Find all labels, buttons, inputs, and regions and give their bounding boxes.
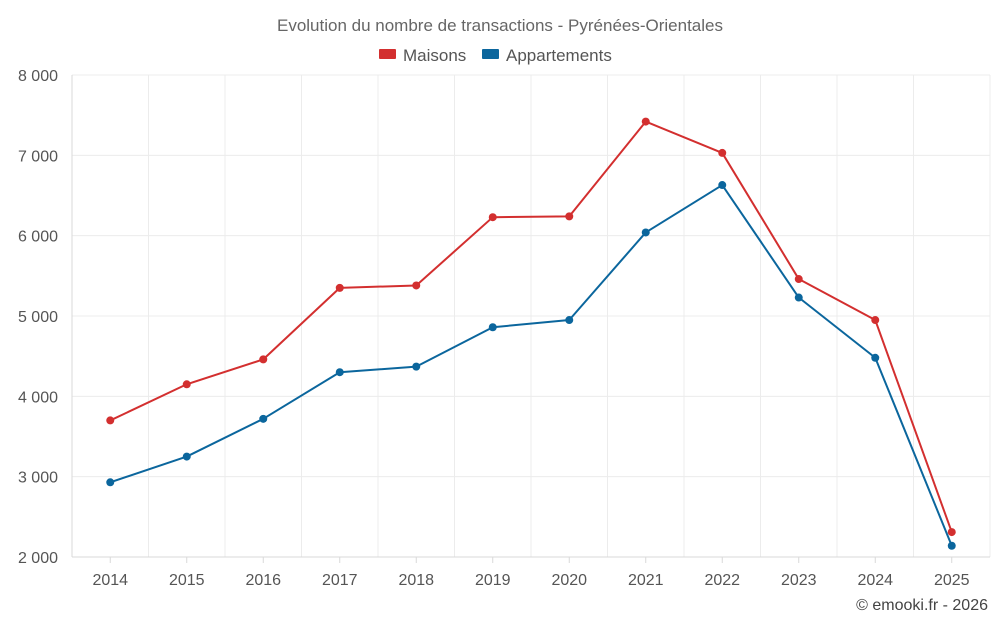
x-tick-label: 2016 [245, 572, 281, 589]
legend: Maisons Appartements [379, 46, 612, 65]
x-tick-label: 2017 [322, 572, 358, 589]
data-point-maisons[interactable] [871, 316, 880, 325]
data-point-appartements[interactable] [871, 353, 880, 362]
legend-label-appartements: Appartements [506, 46, 612, 65]
x-axis: 2014 2015 2016 2017 2018 2019 2020 2021 2022 2023… [71, 75, 990, 589]
y-tick-label: 8 000 [18, 68, 58, 85]
data-point-appartements[interactable] [794, 293, 803, 302]
x-tick-label: 2021 [628, 572, 664, 589]
x-tick-label: 2018 [398, 572, 434, 589]
data-point-appartements[interactable] [565, 316, 574, 325]
x-tick-label: 2014 [92, 572, 128, 589]
data-point-appartements[interactable] [718, 181, 727, 190]
grid [71, 74, 991, 557]
y-tick-label: 2 000 [18, 550, 58, 567]
y-tick-label: 3 000 [18, 470, 58, 487]
x-tick-label: 2024 [857, 572, 893, 589]
x-tick-label: 2015 [169, 572, 205, 589]
y-axis: 2 000 3 000 4 000 5 000 6 000 7 000 8 000 [18, 68, 58, 567]
data-point-appartements[interactable] [259, 414, 268, 423]
data-point-maisons[interactable] [412, 281, 421, 290]
data-point-maisons[interactable] [947, 528, 956, 537]
credit-text: © emooki.fr - 2026 [856, 597, 988, 614]
x-tick-label: 2023 [781, 572, 817, 589]
data-point-maisons[interactable] [335, 283, 344, 292]
data-point-maisons[interactable] [565, 212, 574, 221]
y-tick-label: 5 000 [18, 309, 58, 326]
x-tick-label: 2025 [934, 572, 970, 589]
data-point-maisons[interactable] [488, 213, 497, 222]
data-point-maisons[interactable] [182, 380, 191, 389]
data-point-maisons[interactable] [259, 355, 268, 364]
x-tick-label: 2019 [475, 572, 511, 589]
x-tick-label: 2022 [704, 572, 740, 589]
series-line-maisons [109, 120, 953, 533]
data-point-maisons[interactable] [641, 117, 650, 126]
data-point-appartements[interactable] [947, 541, 956, 550]
data-point-maisons[interactable] [718, 148, 727, 157]
x-tick-label: 2020 [551, 572, 587, 589]
y-tick-label: 6 000 [18, 229, 58, 246]
data-point-maisons[interactable] [794, 275, 803, 284]
data-point-appartements[interactable] [641, 228, 650, 237]
data-point-appartements[interactable] [182, 452, 191, 461]
series-line-appartements [109, 184, 953, 547]
y-tick-label: 4 000 [18, 389, 58, 406]
y-tick-label: 7 000 [18, 148, 58, 165]
chart-title: Evolution du nombre de transactions - Py… [277, 16, 723, 35]
legend-swatch-appartements [482, 49, 499, 59]
data-point-maisons[interactable] [106, 416, 115, 425]
data-point-appartements[interactable] [412, 362, 421, 371]
data-point-appartements[interactable] [488, 323, 497, 332]
data-point-appartements[interactable] [335, 368, 344, 377]
legend-swatch-maisons [379, 49, 396, 59]
data-point-appartements[interactable] [106, 478, 115, 487]
legend-label-maisons: Maisons [403, 46, 466, 65]
series-group [106, 117, 956, 550]
